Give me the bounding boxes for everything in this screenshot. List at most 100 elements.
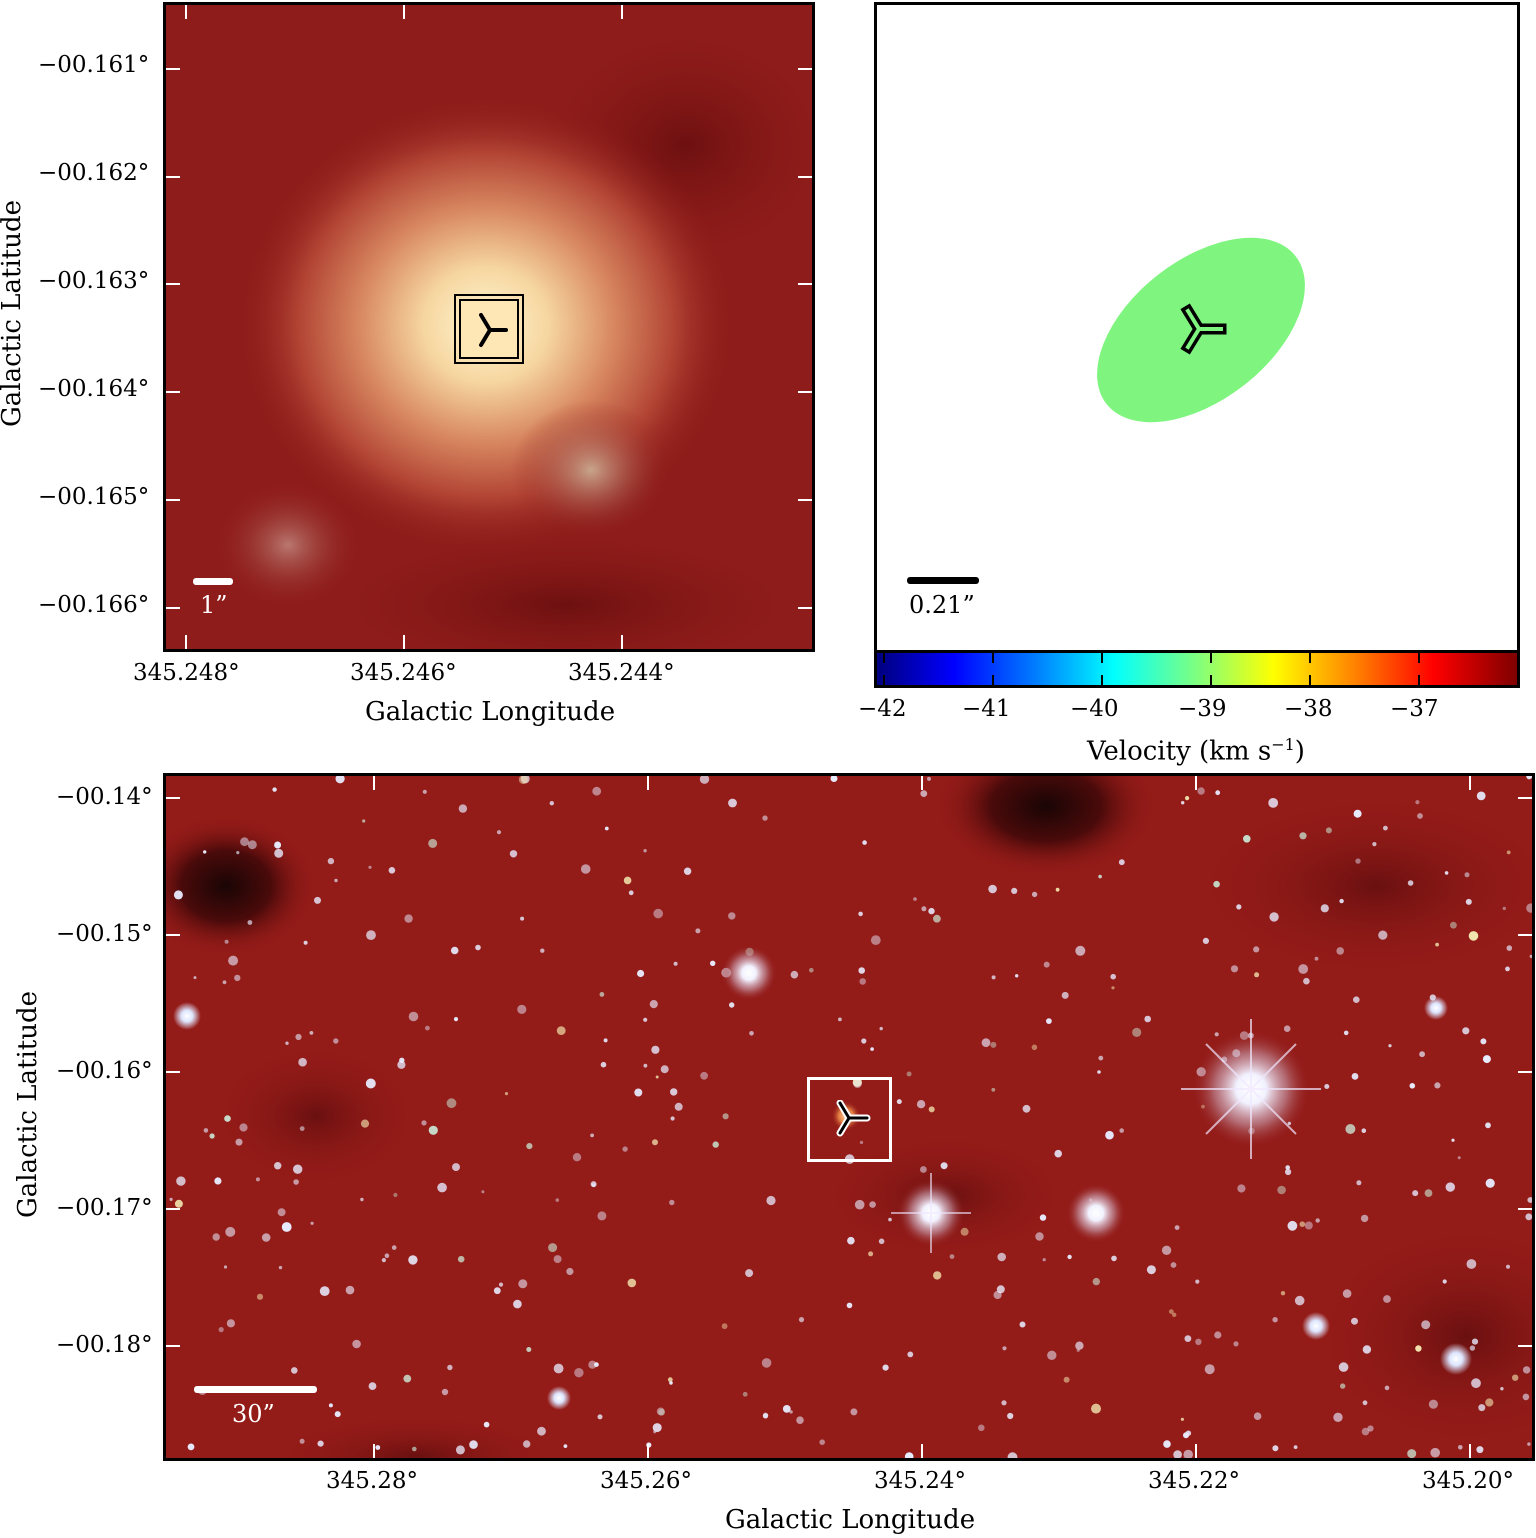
background-star — [549, 801, 554, 806]
tl-y-tick-1: −00.161° — [38, 52, 150, 78]
background-star — [1526, 776, 1532, 780]
background-star — [520, 916, 525, 921]
background-star — [745, 1269, 754, 1278]
background-star — [580, 864, 591, 874]
cb-tick-6: −37 — [1390, 696, 1439, 722]
background-star — [425, 1025, 430, 1031]
background-star — [796, 1416, 804, 1424]
background-star — [907, 1351, 914, 1358]
background-star — [1204, 1364, 1215, 1375]
background-star — [1043, 961, 1050, 968]
background-star — [649, 1000, 658, 1009]
background-star — [526, 1347, 532, 1352]
background-star — [1485, 1122, 1491, 1129]
background-star — [1409, 1083, 1416, 1089]
background-star — [1506, 945, 1513, 951]
background-star — [309, 1031, 314, 1035]
background-star — [240, 837, 249, 847]
background-star — [1285, 1168, 1292, 1176]
background-star — [790, 970, 799, 979]
background-star — [1361, 1128, 1367, 1133]
background-star — [1314, 956, 1319, 961]
tl-x-tick-1: 345.248° — [133, 660, 240, 686]
background-star — [1174, 1225, 1180, 1230]
tl-x-tick-2: 345.246° — [350, 660, 457, 686]
background-star — [1287, 1220, 1298, 1231]
background-star — [850, 1408, 858, 1416]
background-star — [1161, 1245, 1172, 1255]
background-star — [667, 1377, 673, 1383]
background-star — [658, 1408, 665, 1416]
background-star — [556, 1026, 566, 1035]
background-star — [1450, 921, 1457, 929]
background-star — [1525, 1213, 1532, 1221]
background-star — [1343, 1030, 1349, 1036]
background-star — [1340, 1383, 1346, 1389]
background-star — [1315, 1218, 1320, 1223]
background-star — [375, 1445, 381, 1450]
b-y-tick-5: −00.18° — [56, 1332, 153, 1358]
velocity-colorbar — [874, 650, 1520, 688]
background-star — [1500, 1387, 1504, 1391]
background-star — [1465, 898, 1472, 905]
background-star — [728, 912, 736, 920]
background-star — [592, 786, 602, 796]
background-star — [1061, 991, 1069, 999]
background-star — [1378, 930, 1388, 940]
background-star — [493, 1287, 501, 1295]
tl-y-tick-6: −00.166° — [38, 592, 150, 618]
background-star — [1442, 1279, 1447, 1284]
background-star — [1181, 801, 1185, 805]
background-star — [1111, 1255, 1117, 1262]
background-star — [1195, 1338, 1202, 1345]
background-star — [212, 1233, 220, 1241]
background-star — [498, 1282, 504, 1287]
bottom-field-image: 30” — [163, 773, 1535, 1461]
background-star — [303, 940, 308, 945]
cb-tick-1: −42 — [858, 696, 907, 722]
background-star — [1482, 1055, 1491, 1064]
background-star — [1355, 858, 1361, 864]
background-star — [710, 960, 716, 966]
background-star — [1430, 1447, 1440, 1458]
background-star — [1353, 996, 1360, 1003]
background-star — [298, 1057, 307, 1067]
background-star — [622, 1146, 628, 1152]
background-star — [1469, 1345, 1476, 1351]
background-star — [226, 1319, 235, 1328]
background-star — [652, 1139, 658, 1146]
background-star — [1283, 1025, 1291, 1032]
background-star — [988, 884, 997, 894]
background-star — [1419, 1051, 1425, 1058]
background-star — [1476, 791, 1486, 801]
background-star — [1324, 1084, 1330, 1089]
background-star — [187, 1443, 195, 1451]
b-y-tick-1: −00.14° — [56, 784, 153, 810]
background-star — [1054, 1149, 1062, 1158]
background-star — [274, 848, 284, 858]
top-right-canvas — [1097, 237, 1305, 423]
tl-y-tick-5: −00.165° — [38, 484, 150, 510]
background-star — [218, 1327, 224, 1333]
background-star — [749, 1031, 754, 1036]
tl-ylabel: Galactic Latitude — [0, 200, 27, 427]
background-star — [879, 1026, 883, 1031]
background-star — [599, 992, 605, 997]
background-star — [1047, 1350, 1057, 1360]
background-star — [446, 1098, 457, 1109]
background-star — [673, 961, 678, 966]
background-star — [1361, 1427, 1370, 1436]
background-star — [1042, 1258, 1046, 1262]
background-star — [728, 798, 737, 808]
background-star — [469, 1440, 478, 1449]
background-star — [553, 1363, 564, 1374]
background-star — [878, 1238, 885, 1245]
background-star — [1471, 1338, 1479, 1345]
background-star — [1091, 1403, 1101, 1414]
background-star — [422, 789, 427, 794]
background-star — [861, 1038, 867, 1044]
background-star — [1146, 1265, 1156, 1275]
background-star — [314, 896, 321, 904]
bright-star-2 — [891, 1173, 971, 1253]
background-star — [428, 1125, 438, 1135]
